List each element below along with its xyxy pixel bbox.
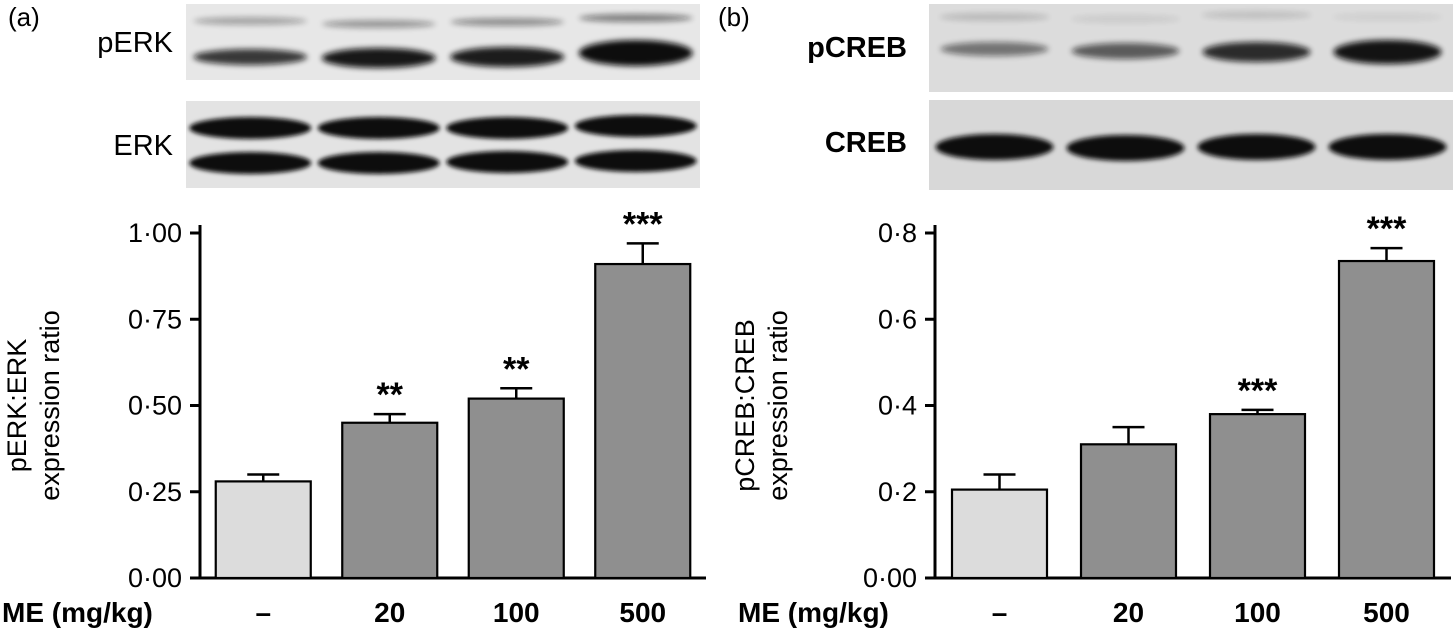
- y-tick-label: 0·00: [863, 563, 917, 593]
- blot-band: [574, 115, 697, 137]
- bar: [1079, 443, 1178, 580]
- y-tick-label: 0·8: [878, 218, 917, 248]
- significance-stars: ***: [623, 205, 663, 243]
- blot-band: [574, 150, 697, 172]
- blot-label-perk: pERK: [97, 27, 173, 59]
- blot-band: [939, 13, 1050, 21]
- y-tick-label: 0·4: [878, 391, 917, 421]
- x-category-label: 100: [1234, 597, 1281, 628]
- y-tick-label: 0·50: [128, 391, 182, 421]
- significance-stars: ***: [1238, 372, 1278, 410]
- blot-image-perk: [186, 4, 700, 80]
- blot-band: [450, 47, 565, 67]
- panel-b-label: (b): [718, 2, 750, 32]
- blot-label-erk: ERK: [113, 130, 173, 162]
- blot-band: [321, 20, 436, 28]
- x-category-label: 500: [619, 597, 666, 628]
- significance-stars: ***: [1367, 210, 1407, 248]
- y-tick-label: 0·75: [128, 304, 182, 334]
- blot-band: [189, 117, 312, 139]
- blot-band: [193, 49, 308, 65]
- y-tick-label: 0·6: [878, 304, 917, 334]
- blot-band: [1333, 40, 1442, 64]
- blot-image-erk: [186, 101, 700, 188]
- blot-label-creb: CREB: [824, 127, 907, 159]
- y-axis-title: pCREB:CREB: [730, 319, 760, 492]
- blot-background: [186, 101, 700, 188]
- y-axis-title: expression ratio: [763, 310, 793, 501]
- bar-chart-perk-erk: 0·00 0·25 0·50 0·75 1·00 pERK:ERK expression r…: [2, 205, 706, 628]
- bar-chart-pcreb-creb: 0·00 0·2 0·4 0·6 0·8 pCREB:CREB expression rat…: [730, 210, 1451, 628]
- blot-band: [935, 134, 1054, 160]
- x-axis-label: ME (mg/kg): [738, 597, 889, 628]
- bar: [467, 397, 565, 580]
- x-category-label: 500: [1363, 597, 1410, 628]
- bar: [1208, 413, 1307, 580]
- blot-label-pcreb: pCREB: [807, 32, 907, 64]
- blot-band: [446, 117, 569, 139]
- blot-band: [317, 152, 440, 174]
- blot-image-creb: [929, 100, 1453, 190]
- blot-band: [1066, 135, 1185, 161]
- blot-band: [1201, 11, 1312, 19]
- blot-band: [450, 18, 565, 26]
- blot-band: [1202, 42, 1311, 62]
- blot-band: [189, 152, 312, 174]
- x-category-label: –: [255, 597, 271, 628]
- blot-band: [446, 151, 569, 173]
- blot-band: [1328, 134, 1447, 160]
- significance-stars: **: [377, 376, 404, 414]
- blot-band: [1070, 15, 1181, 23]
- x-category-label: 100: [493, 597, 540, 628]
- blot-band: [1071, 43, 1180, 59]
- y-tick-label: 0·25: [128, 477, 182, 507]
- blot-band: [321, 48, 436, 68]
- bar: [594, 262, 692, 580]
- blot-band: [578, 40, 693, 66]
- blot-band: [1197, 134, 1316, 160]
- bar: [950, 488, 1049, 580]
- blot-band: [578, 14, 693, 22]
- bar: [1337, 259, 1436, 580]
- x-axis-label: ME (mg/kg): [2, 597, 153, 628]
- blot-band: [317, 117, 440, 139]
- blot-band: [1332, 13, 1443, 21]
- panel-a-label: (a): [8, 2, 40, 32]
- y-tick-label: 0·2: [878, 477, 917, 507]
- y-tick-label: 1·00: [128, 218, 182, 248]
- x-category-label: 20: [374, 597, 405, 628]
- blot-band: [193, 17, 308, 25]
- bar: [341, 421, 439, 580]
- y-axis-title: pERK:ERK: [2, 339, 32, 473]
- x-category-label: 20: [1113, 597, 1144, 628]
- significance-stars: **: [503, 350, 530, 388]
- x-category-label: –: [992, 597, 1008, 628]
- blot-image-pcreb: [929, 4, 1453, 92]
- blot-band: [940, 42, 1049, 56]
- bar: [214, 480, 312, 580]
- y-tick-label: 0·00: [128, 563, 182, 593]
- y-axis-title: expression ratio: [35, 310, 65, 501]
